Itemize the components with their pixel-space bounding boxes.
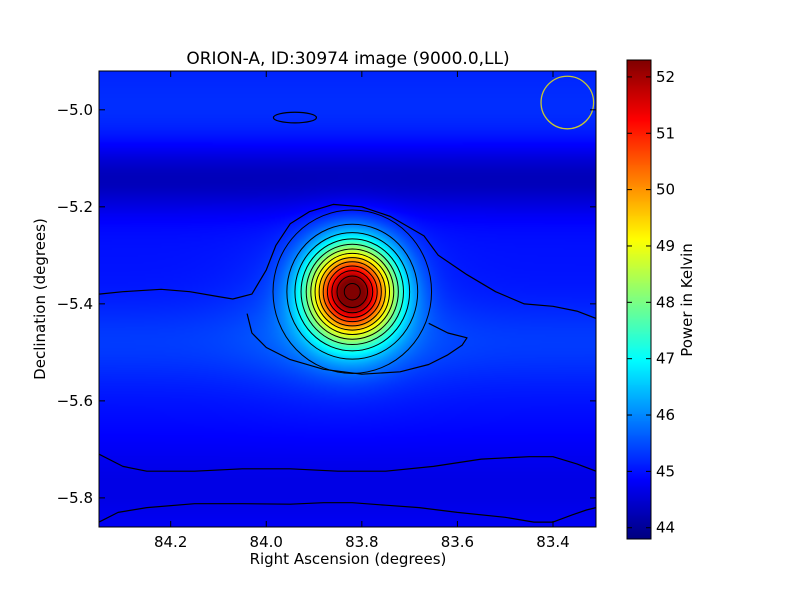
- contour-southern-band-lower: [99, 502, 596, 523]
- contour-level-11: [331, 270, 374, 314]
- x-tick-label: 84.0: [250, 533, 283, 551]
- heatmap-image: [99, 71, 596, 527]
- colorbar-label: Power in Kelvin: [678, 243, 696, 357]
- contour-level-7: [314, 252, 390, 331]
- contour-level-13: [343, 282, 361, 301]
- y-axis: −5.0 −5.2 −5.4 −5.6 −5.8: [57, 101, 596, 507]
- x-tick-label: 84.2: [154, 533, 187, 551]
- colorbar-gradient: [627, 60, 651, 539]
- colorbar-tick-label: 51: [656, 124, 675, 142]
- contour-level-2: [286, 223, 419, 360]
- colorbar-tick-label: 46: [656, 406, 675, 424]
- colorbar-tick-label: 50: [656, 181, 675, 199]
- contour-level-3: [294, 232, 411, 352]
- contour-southern-band-upper: [99, 453, 596, 472]
- x-tick-label: 83.6: [441, 533, 474, 551]
- chart-title: ORION-A, ID:30974 image (9000.0,LL): [186, 49, 509, 69]
- colorbar-ticks: 44 45 46 47 48 49 50 51 52: [627, 68, 675, 537]
- y-tick-label: −5.4: [57, 295, 93, 313]
- y-tick-label: −5.6: [57, 392, 93, 410]
- y-tick-label: −5.8: [57, 489, 93, 507]
- plot-frame: [98, 70, 597, 528]
- colorbar: 44 45 46 47 48 49 50 51 52 Power in Kelvin: [626, 59, 696, 540]
- x-axis: 84.2 84.0 83.8 83.6 83.4: [154, 71, 570, 551]
- colorbar-tick-label: 49: [656, 237, 675, 255]
- colorbar-tick-label: 45: [656, 462, 675, 480]
- heatmap: [99, 71, 596, 527]
- colorbar-tick-label: 44: [656, 519, 675, 537]
- contour-level-8: [318, 257, 386, 327]
- contour-level-10: [326, 265, 378, 318]
- x-tick-label: 83.4: [536, 533, 569, 551]
- contour-level-4: [300, 238, 404, 346]
- y-axis-label: Declination (degrees): [31, 218, 49, 380]
- y-tick-label: −5.0: [57, 101, 93, 119]
- y-tick-label: −5.2: [57, 198, 93, 216]
- colorbar-tick-label: 47: [656, 350, 675, 368]
- contour-level-12: [336, 275, 369, 308]
- beam-marker: [540, 75, 595, 130]
- colorbar-frame: [626, 59, 652, 540]
- contour-level-5: [305, 243, 399, 340]
- contour-level-6: [310, 248, 395, 335]
- contour-western-ridge: [99, 203, 596, 319]
- contour-lines: [99, 111, 596, 523]
- contour-level-9: [322, 261, 382, 323]
- contour-northern-blob: [272, 111, 318, 124]
- x-tick-label: 83.8: [345, 533, 378, 551]
- contour-central-lobe: [246, 313, 468, 375]
- colorbar-tick-label: 48: [656, 293, 675, 311]
- x-axis-label: Right Ascension (degrees): [250, 550, 447, 568]
- colorbar-tick-label: 52: [656, 68, 675, 86]
